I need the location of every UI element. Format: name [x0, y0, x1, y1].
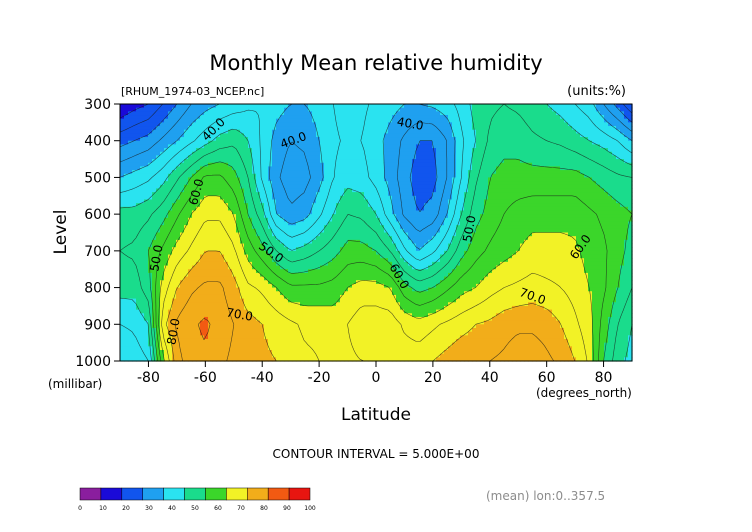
colorbar-swatch-1: [100, 487, 123, 501]
contour-plot-area: 40.0 40.040.060.050.0 50.050.060.060.070.0…: [119, 103, 633, 362]
colorbar-swatch-3: [142, 487, 164, 501]
colorbar-label-5: 50: [191, 505, 199, 512]
x-tick-label-2: -40: [251, 370, 274, 386]
contour-lines: [119, 103, 633, 362]
x-tick-label-0: -80: [137, 370, 160, 386]
colorbar-swatch-10: [288, 487, 311, 501]
colorbar: 0 10 20 30 40 50 60 70 80 90 100: [78, 487, 316, 512]
y-tick-label-3: 600: [84, 207, 111, 223]
x-tick-label-8: 80: [595, 370, 613, 386]
colorbar-swatch-0: [79, 487, 102, 501]
y-axis-label: Level: [51, 210, 71, 255]
y-tick-label-0: 300: [84, 97, 111, 113]
colorbar-label-9: 90: [283, 505, 291, 512]
y-tick-label-1: 400: [84, 134, 111, 150]
y-tick-label-2: 500: [84, 170, 111, 186]
x-tick-label-5: 20: [424, 370, 442, 386]
y-tick-label-5: 800: [84, 281, 111, 297]
chart-title: Monthly Mean relative humidity: [209, 51, 542, 75]
contour-label-4: 50.0: [147, 244, 165, 273]
colorbar-swatch-9: [267, 487, 290, 501]
colorbar-swatch-6: [205, 487, 227, 501]
colorbar-label-3: 30: [145, 505, 153, 512]
colorbar-swatch-7: [226, 487, 248, 501]
y-tick-label-6: 900: [84, 317, 111, 333]
x-tick-label-6: 40: [481, 370, 499, 386]
contour-label-3: 60.0: [186, 177, 206, 206]
units-label: (units:%): [567, 84, 626, 99]
colorbar-swatch-4: [163, 487, 185, 501]
contour-label-9: 70.0: [225, 305, 254, 323]
colorbar-label-4: 40: [168, 505, 176, 512]
colorbar-swatch-5: [184, 487, 206, 501]
x-unit-label: (degrees_north): [536, 386, 632, 400]
colorbar-swatch-2: [121, 487, 143, 501]
colorbar-label-6: 60: [214, 505, 222, 512]
contour-fill: [120, 104, 633, 362]
x-axis-label: Latitude: [341, 405, 411, 425]
mean-label: (mean) lon:0..357.5: [486, 489, 605, 503]
y-tick-label-7: 1000: [75, 354, 111, 370]
colorbar-label-1: 10: [99, 505, 107, 512]
contour-label-11: 80.0: [164, 317, 182, 346]
y-unit-label: (millibar): [48, 377, 102, 391]
y-tick-label-4: 700: [84, 244, 111, 260]
colorbar-label-0: 0: [78, 505, 82, 512]
colorbar-swatch-8: [247, 487, 269, 501]
x-tick-label-1: -60: [194, 370, 217, 386]
x-tick-label-3: -20: [308, 370, 331, 386]
x-axis: -80 -60 -40 -20 0 20 40 60 80: [137, 361, 612, 386]
contour-interval-text: CONTOUR INTERVAL = 5.000E+00: [273, 447, 480, 461]
colorbar-label-2: 20: [122, 505, 130, 512]
x-tick-label-4: 0: [372, 370, 381, 386]
colorbar-label-7: 70: [237, 505, 245, 512]
y-axis: 300 400 500 600 700 800 900 1000: [75, 97, 120, 370]
contour-label-6: 50.0: [460, 214, 478, 243]
file-label: [RHUM_1974-03_NCEP.nc]: [121, 85, 264, 98]
contour-label-2: 40.0: [396, 114, 425, 132]
colorbar-label-8: 80: [260, 505, 268, 512]
colorbar-label-10: 100: [304, 505, 316, 512]
x-tick-label-7: 60: [538, 370, 556, 386]
